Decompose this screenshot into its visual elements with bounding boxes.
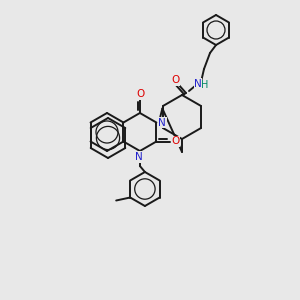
Text: O: O: [137, 89, 145, 99]
Text: N: N: [158, 118, 166, 128]
Text: O: O: [171, 136, 179, 146]
Text: H: H: [201, 80, 209, 90]
Text: N: N: [194, 79, 202, 89]
Text: O: O: [171, 75, 179, 85]
Text: N: N: [135, 152, 143, 162]
